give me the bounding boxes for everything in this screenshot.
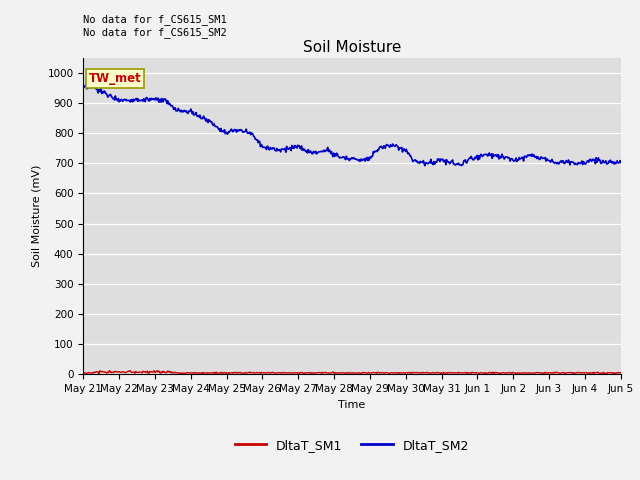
- Y-axis label: Soil Moisture (mV): Soil Moisture (mV): [32, 165, 42, 267]
- Title: Soil Moisture: Soil Moisture: [303, 40, 401, 55]
- Text: No data for f_CS615_SM1
No data for f_CS615_SM2: No data for f_CS615_SM1 No data for f_CS…: [83, 14, 227, 38]
- Text: TW_met: TW_met: [88, 72, 141, 85]
- Legend: DltaT_SM1, DltaT_SM2: DltaT_SM1, DltaT_SM2: [230, 434, 474, 457]
- X-axis label: Time: Time: [339, 400, 365, 409]
